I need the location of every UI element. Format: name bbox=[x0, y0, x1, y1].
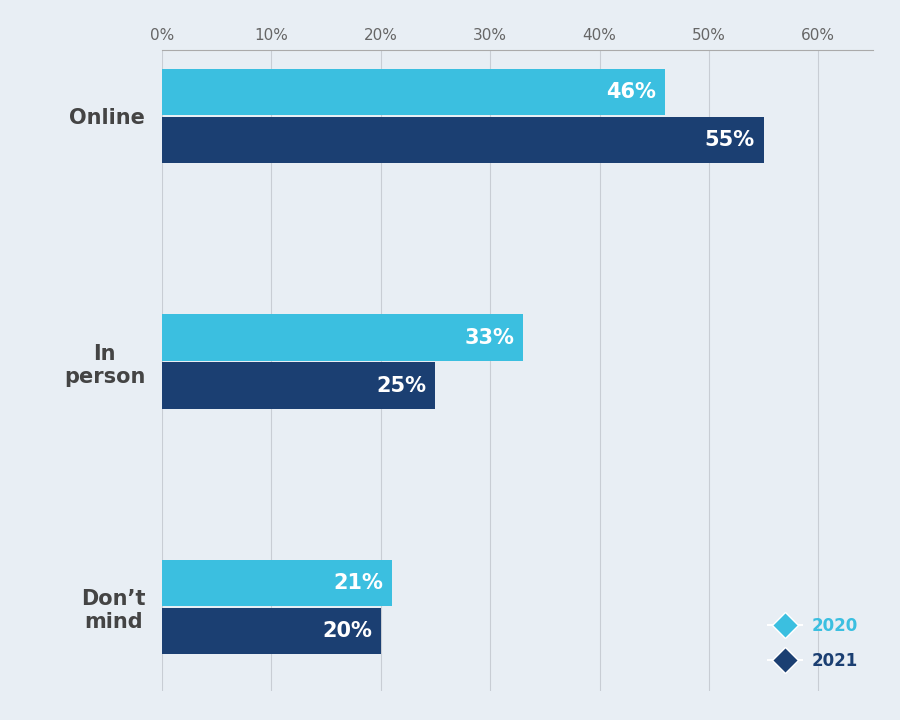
Bar bbox=[162, 69, 665, 115]
Text: 55%: 55% bbox=[705, 130, 755, 150]
Text: 33%: 33% bbox=[464, 328, 514, 348]
Text: 25%: 25% bbox=[377, 376, 427, 395]
Bar bbox=[162, 560, 392, 606]
Text: 46%: 46% bbox=[607, 82, 656, 102]
Bar bbox=[162, 117, 763, 163]
Bar bbox=[162, 362, 436, 409]
Text: 20%: 20% bbox=[322, 621, 372, 641]
Legend: 2020, 2021: 2020, 2021 bbox=[761, 611, 865, 677]
Text: 21%: 21% bbox=[333, 573, 383, 593]
Bar bbox=[162, 608, 381, 654]
Bar bbox=[162, 315, 523, 361]
